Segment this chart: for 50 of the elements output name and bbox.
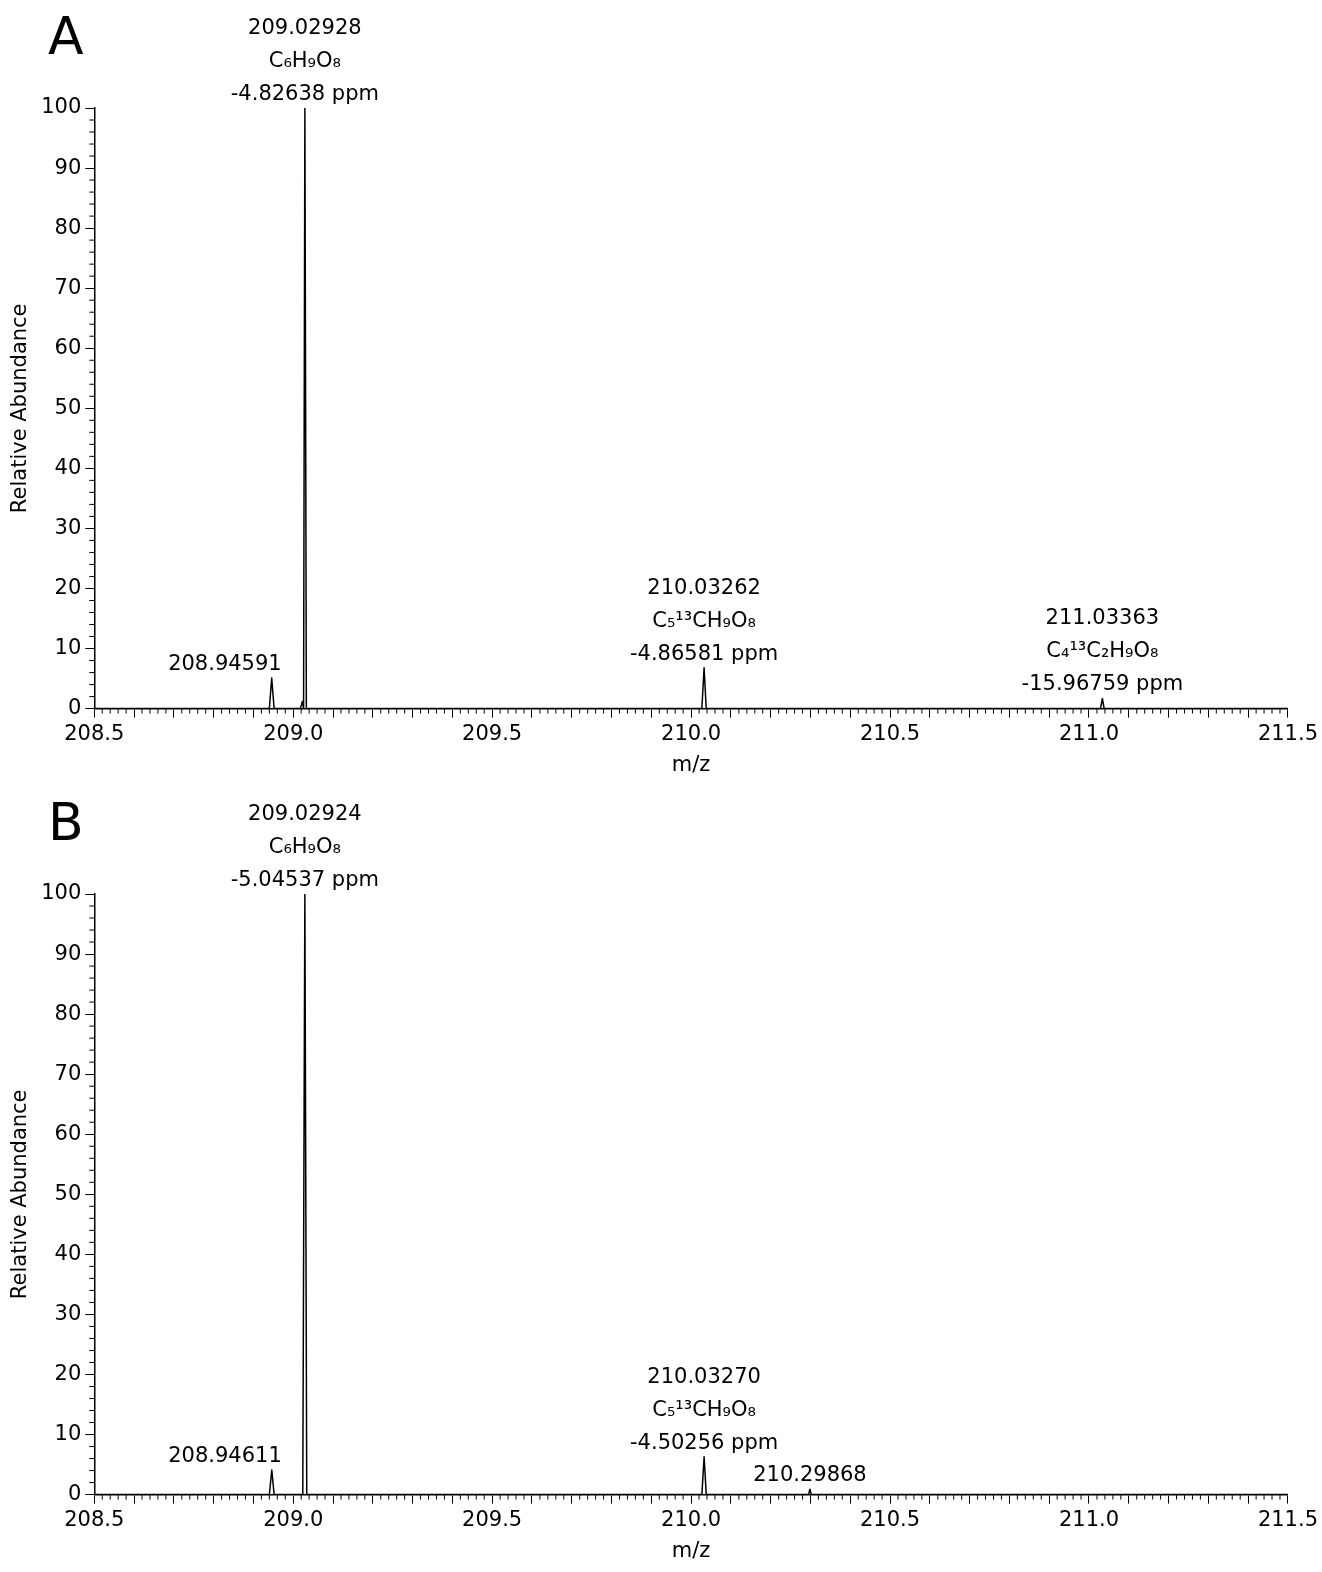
y-tick-label: 100 bbox=[41, 94, 82, 119]
y-tick-label: 90 bbox=[54, 940, 82, 965]
chart-title: A bbox=[48, 6, 84, 66]
y-tick-label: 20 bbox=[54, 574, 82, 599]
x-tick-label: 208.5 bbox=[64, 1506, 125, 1531]
y-tick-label: 80 bbox=[54, 1000, 82, 1025]
x-tick-label: 210.5 bbox=[859, 720, 921, 745]
y-tick-label: 50 bbox=[54, 394, 82, 419]
y-tick-label: 30 bbox=[54, 514, 82, 539]
annotation: 210.03262 C₅¹³CH₉O₈ -4.86581 ppm bbox=[629, 574, 779, 665]
x-tick-label: 210.0 bbox=[661, 720, 722, 745]
annotation: 208.94591 bbox=[168, 650, 282, 675]
y-tick-label: 30 bbox=[54, 1300, 82, 1325]
annotation: 210.29868 bbox=[753, 1462, 867, 1487]
y-tick-label: 50 bbox=[54, 1180, 82, 1205]
annotation: 210.03270 C₅¹³CH₉O₈ -4.50256 ppm bbox=[630, 1363, 779, 1454]
y-tick-label: 70 bbox=[54, 1060, 82, 1085]
annotation: 208.94611 bbox=[168, 1442, 282, 1467]
x-tick-label: 209.0 bbox=[263, 720, 324, 745]
x-tick-label: 210.5 bbox=[859, 1506, 921, 1531]
x-tick-label: 211.0 bbox=[1058, 1506, 1120, 1531]
annotation: 211.03363 C₄¹³C₂H₉O₈ -15.96759 ppm bbox=[1021, 605, 1184, 696]
annotation: 209.02924 C₆H₉O₈ -5.04537 ppm bbox=[230, 801, 379, 891]
y-tick-label: 40 bbox=[54, 1240, 82, 1265]
x-tick-label: 210.0 bbox=[661, 1506, 722, 1531]
y-axis-title: Relative Abundance bbox=[7, 1089, 32, 1300]
y-tick-label: 90 bbox=[54, 154, 82, 179]
x-tick-label: 211.5 bbox=[1257, 720, 1318, 745]
y-tick-label: 100 bbox=[41, 880, 82, 905]
y-tick-label: 0 bbox=[67, 1481, 82, 1506]
x-axis-title: m/z bbox=[671, 751, 711, 776]
y-tick-label: 60 bbox=[54, 1120, 82, 1145]
y-tick-label: 10 bbox=[54, 1420, 82, 1445]
x-tick-label: 209.5 bbox=[462, 1506, 523, 1531]
annotation: 209.02928 C₆H₉O₈ -4.82638 ppm bbox=[230, 15, 379, 105]
y-axis-title: Relative Abundance bbox=[7, 303, 32, 514]
y-tick-label: 0 bbox=[67, 695, 82, 720]
y-tick-label: 70 bbox=[54, 274, 82, 299]
x-tick-label: 208.5 bbox=[64, 720, 125, 745]
x-tick-label: 209.5 bbox=[462, 720, 523, 745]
y-tick-label: 80 bbox=[54, 214, 82, 239]
x-tick-label: 211.5 bbox=[1257, 1506, 1318, 1531]
y-tick-label: 60 bbox=[54, 334, 82, 359]
y-tick-label: 20 bbox=[54, 1360, 82, 1385]
x-tick-label: 209.0 bbox=[263, 1506, 324, 1531]
y-tick-label: 10 bbox=[54, 634, 82, 659]
x-axis-title: m/z bbox=[671, 1537, 711, 1562]
y-tick-label: 40 bbox=[54, 454, 82, 479]
x-tick-label: 211.0 bbox=[1058, 720, 1120, 745]
chart-title: B bbox=[48, 792, 84, 852]
